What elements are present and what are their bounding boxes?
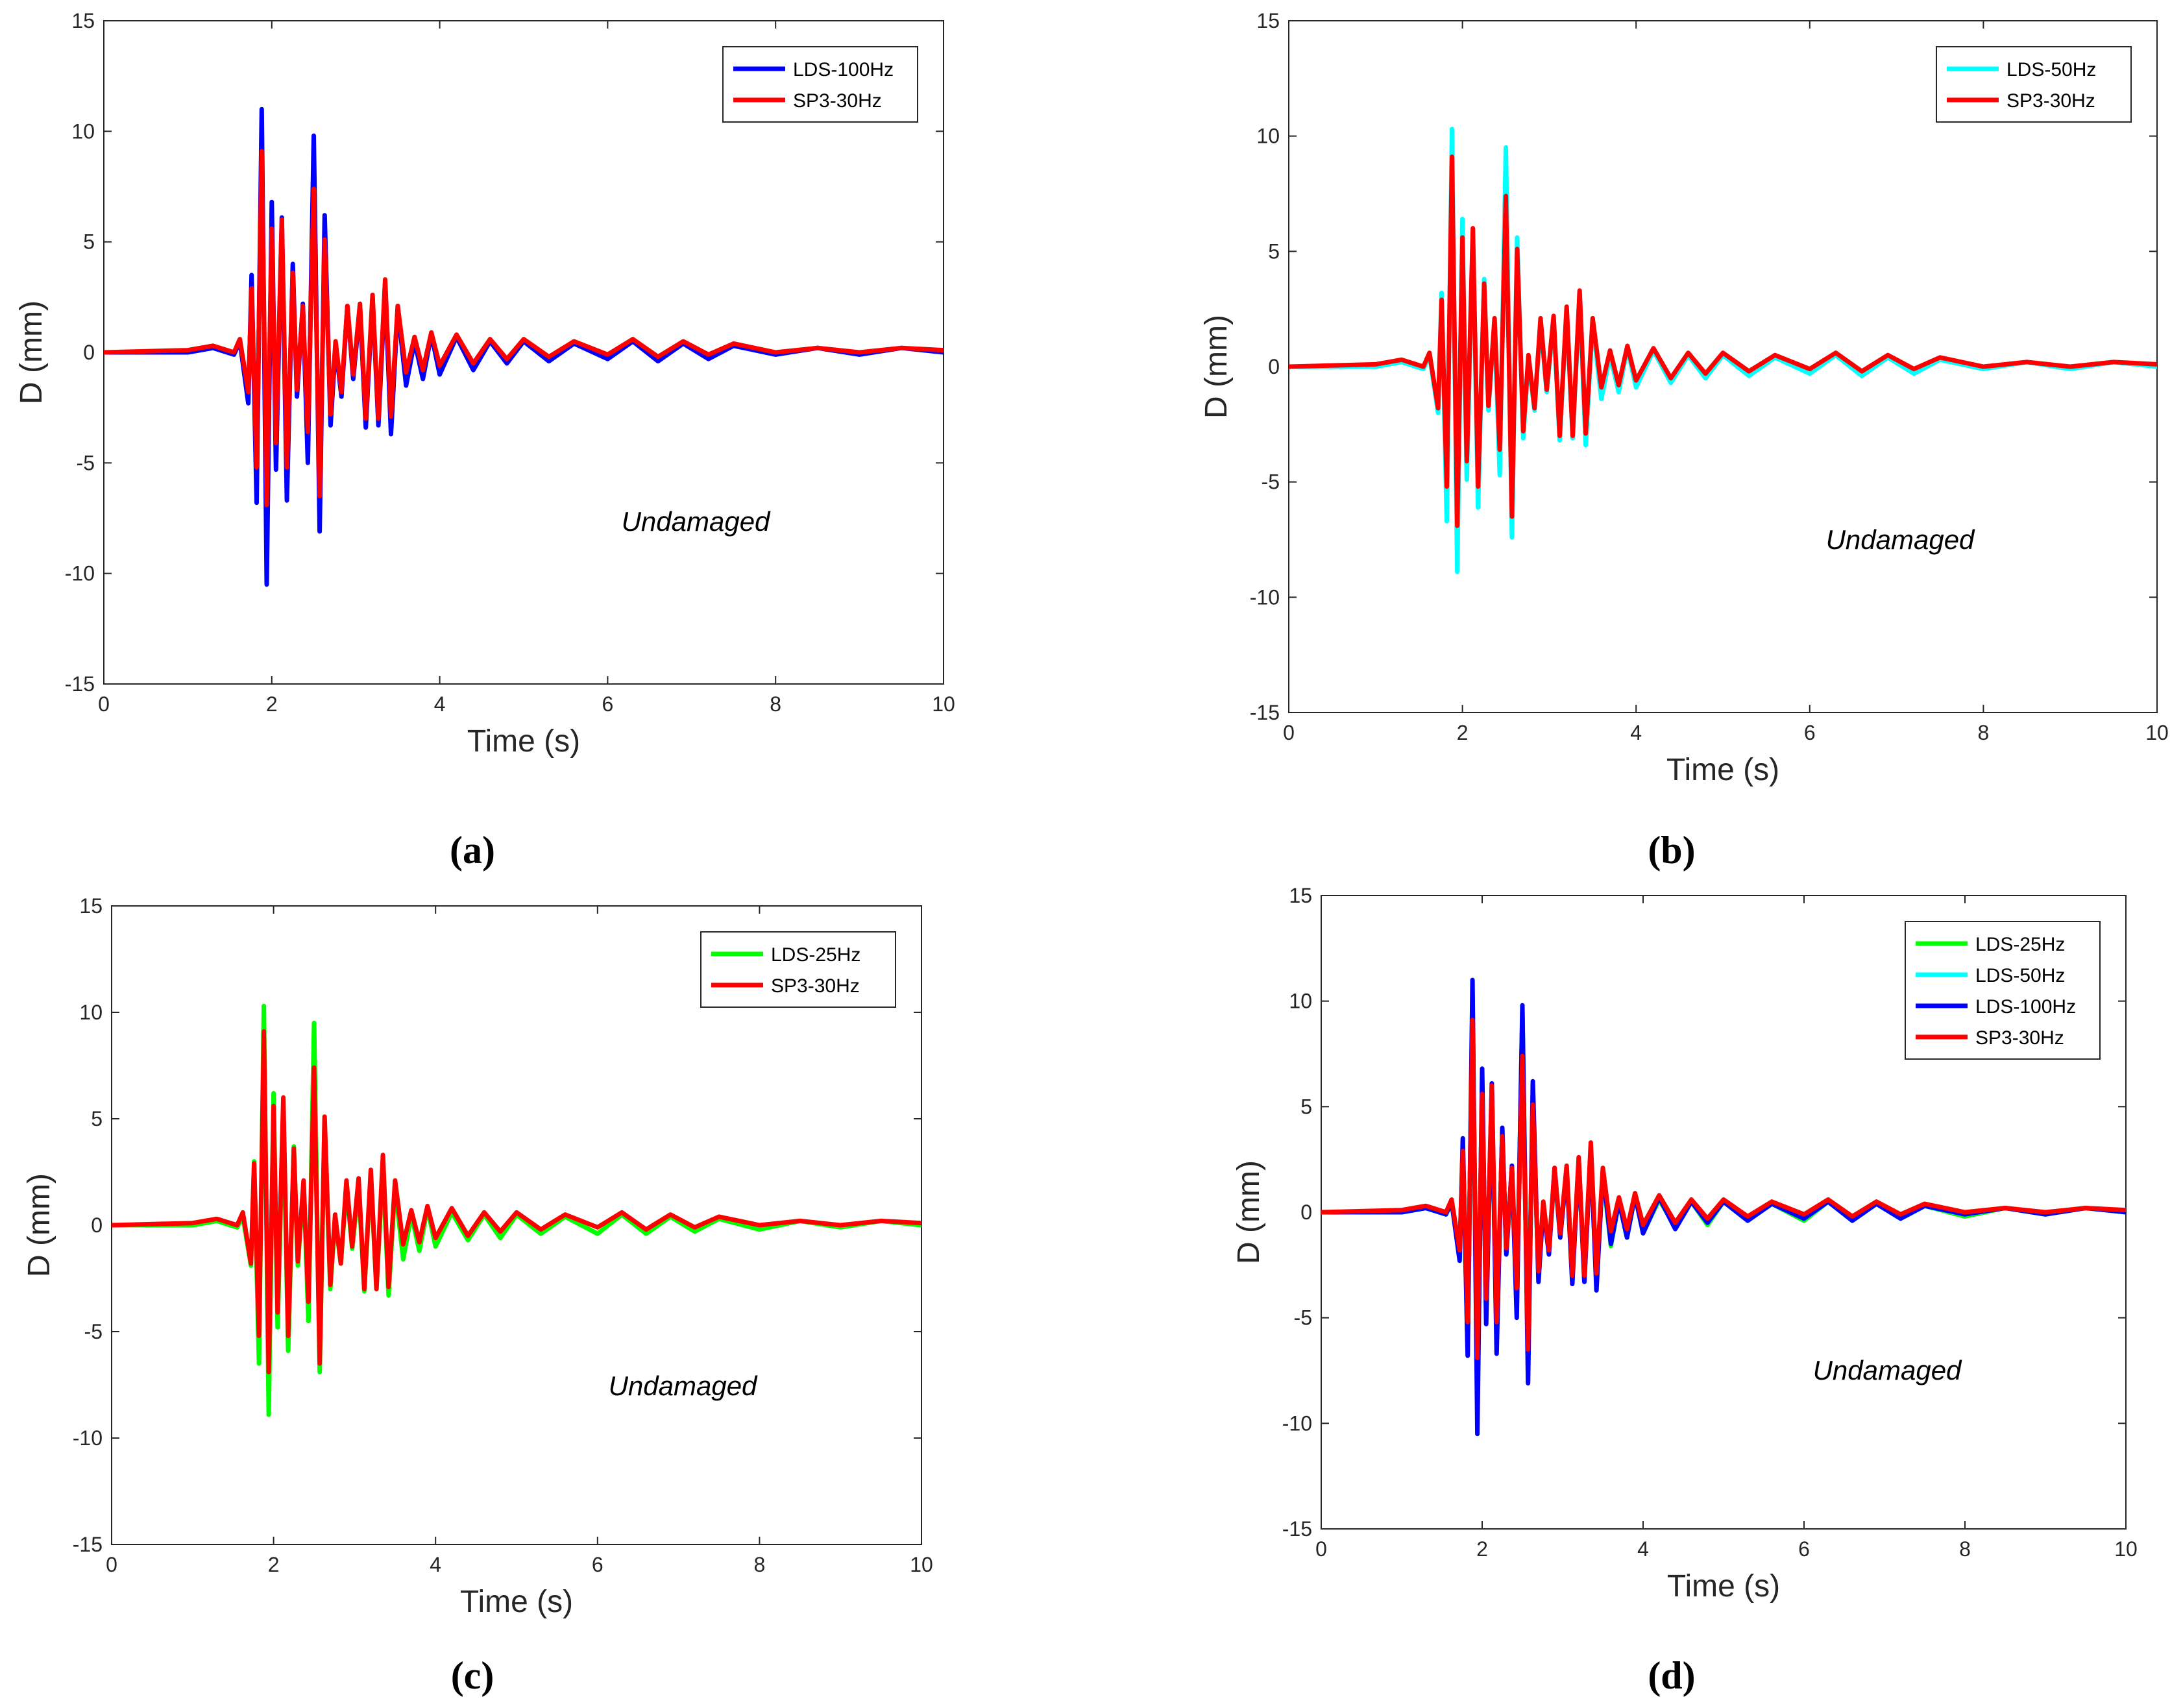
panel-caption: (c) [451,1654,494,1697]
panel-b: 0 2 4 6 8 10 -15 -10 -5 0 5 10 15 Time (s) D (mm) LDS-5… [1199,9,2169,872]
condition-annotation: Undamaged [609,1371,758,1401]
y-tick-label: 0 [91,1214,103,1237]
y-tick-label: -10 [65,562,95,585]
y-tick-label: 5 [1300,1095,1312,1118]
condition-annotation: Undamaged [1826,524,1975,555]
legend-box [700,931,896,1008]
x-axis-label: Time (s) [467,724,580,759]
panel-caption: (d) [1648,1654,1695,1697]
x-tick-label: 0 [1283,721,1295,744]
x-tick-label: 10 [2114,1537,2138,1561]
y-tick-label: 5 [91,1107,103,1130]
condition-annotation: Undamaged [622,506,771,537]
legend-box [722,46,918,123]
x-tick-label: 4 [430,1553,441,1576]
y-tick-label: 5 [1268,239,1280,263]
x-tick-label: 8 [770,692,781,716]
y-tick-label: -15 [73,1533,103,1556]
legend-label: LDS-25Hz [771,944,860,966]
legend-label: LDS-50Hz [1975,965,2065,986]
y-tick-label: 10 [1289,990,1312,1013]
y-tick-label: -15 [1250,701,1280,724]
series-group [1289,127,2157,574]
y-tick-label: -5 [84,1320,103,1343]
legend-label: SP3-30Hz [1975,1027,2064,1049]
x-tick-label: 6 [602,692,614,716]
y-axis-label: D (mm) [14,300,49,404]
x-axis-label: Time (s) [1667,1569,1780,1604]
y-axis-label: D (mm) [1232,1160,1266,1264]
x-tick-label: 0 [98,692,110,716]
x-tick-label: 2 [266,692,278,716]
y-tick-label: -15 [65,672,95,696]
y-tick-label: 5 [83,230,95,254]
y-tick-label: -5 [77,451,95,474]
series-line-sp3-30hz [112,1029,921,1374]
x-tick-label: 2 [268,1553,280,1576]
y-tick-label: 15 [1289,884,1312,907]
x-axis-label: Time (s) [460,1585,573,1619]
y-tick-label: -5 [1294,1306,1312,1330]
y-tick-label: 15 [1256,9,1280,32]
series-group [112,1003,921,1417]
legend-label: LDS-50Hz [2006,59,2096,80]
x-tick-label: 2 [1476,1537,1488,1561]
y-axis-label: D (mm) [1199,315,1234,419]
x-tick-label: 4 [1637,1537,1649,1561]
y-tick-label: 0 [83,341,95,364]
y-tick-label: -5 [1262,470,1280,494]
legend-label: LDS-25Hz [1975,934,2065,955]
y-tick-label: 10 [71,119,95,143]
x-tick-label: 8 [754,1553,766,1576]
panel-caption: (a) [450,829,495,872]
x-tick-label: 0 [106,1553,117,1576]
series-group [104,106,944,587]
y-tick-label: 15 [71,9,95,32]
x-tick-label: 8 [1978,721,1990,744]
legend-box [1936,46,2132,123]
legend-label: LDS-100Hz [793,59,894,80]
panel-caption: (b) [1648,829,1695,872]
x-tick-label: 6 [592,1553,604,1576]
condition-annotation: Undamaged [1813,1355,1962,1385]
panel-c: 0 2 4 6 8 10 -15 -10 -5 0 5 10 15 Time (s) D (mm) LDS-2… [22,894,933,1697]
x-tick-label: 8 [1959,1537,1971,1561]
legend-label: SP3-30Hz [793,90,882,112]
x-tick-label: 10 [2145,721,2169,744]
panel-d: 0 2 4 6 8 10 -15 -10 -5 0 5 10 15 Time (s) D (mm) LDS-2… [1232,884,2138,1697]
y-axis-label: D (mm) [22,1173,56,1277]
x-tick-label: 10 [932,692,955,716]
y-tick-label: -10 [73,1426,103,1450]
legend-label: SP3-30Hz [771,975,860,997]
y-tick-label: 0 [1300,1201,1312,1224]
series-line-sp3-30hz [1321,1018,2126,1360]
x-axis-label: Time (s) [1666,753,1779,787]
series-group [1321,977,2126,1437]
y-tick-label: 10 [79,1001,103,1024]
x-tick-label: 2 [1457,721,1469,744]
series-line-sp3-30hz [1289,154,2157,528]
x-tick-label: 6 [1798,1537,1810,1561]
legend-label: SP3-30Hz [2006,90,2095,112]
y-tick-label: 10 [1256,125,1280,148]
series-line-sp3-30hz [104,149,944,507]
x-tick-label: 4 [434,692,446,716]
panel-a: 0 2 4 6 8 10 -15 -10 -5 0 5 10 15 Time (s) D (mm) LDS-1… [14,9,955,872]
x-tick-label: 10 [910,1553,933,1576]
x-tick-label: 0 [1315,1537,1327,1561]
y-tick-label: 15 [79,894,103,918]
x-tick-label: 4 [1630,721,1642,744]
x-tick-label: 6 [1804,721,1816,744]
legend-label: LDS-100Hz [1975,996,2076,1018]
y-tick-label: 0 [1268,355,1280,378]
y-tick-label: -10 [1250,585,1280,609]
y-tick-label: -10 [1282,1411,1312,1435]
y-tick-label: -15 [1282,1517,1312,1541]
